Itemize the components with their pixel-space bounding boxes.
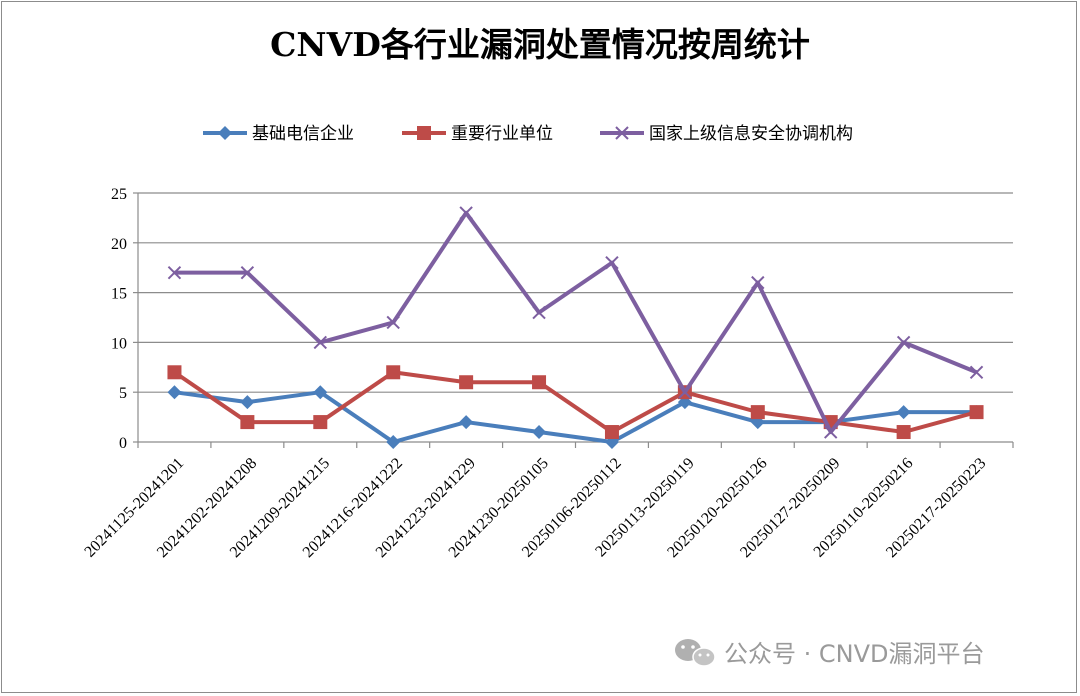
watermark: 公众号 · CNVD漏洞平台 [675, 639, 985, 668]
grid [133, 192, 1014, 448]
data-point-3-1 [167, 265, 182, 280]
legend-item-3: 国家上级信息安全协调机构 [600, 124, 853, 144]
legend-label: 重要行业单位 [451, 124, 553, 144]
data-point-3-7 [605, 256, 619, 270]
series-layer [167, 206, 984, 449]
x-axis: 20241125-2024120120241202-20241208202412… [81, 455, 989, 561]
data-point-3-8 [678, 385, 692, 399]
y-tick-label: 0 [119, 435, 127, 452]
data-point-2-7 [604, 425, 619, 440]
wechat-icon [675, 639, 716, 667]
data-point-3-10 [824, 425, 838, 439]
data-point-2-2 [240, 415, 255, 430]
legend-item-1: 基础电信企业 [203, 124, 354, 144]
series-line-3 [174, 210, 978, 435]
y-axis: 0 5 10 15 20 25 [111, 186, 127, 452]
data-point-2-12 [969, 405, 984, 420]
data-point-2-1 [167, 365, 182, 380]
series-line-1 [174, 390, 977, 444]
legend-item-2: 重要行业单位 [402, 124, 553, 144]
watermark-text: 公众号 · CNVD漏洞平台 [724, 640, 985, 668]
chart-title: CNVD各行业漏洞处置情况按周统计 [270, 25, 810, 64]
legend-label: 国家上级信息安全协调机构 [649, 124, 853, 144]
data-point-3-3 [313, 335, 327, 350]
data-point-2-11 [896, 425, 911, 440]
data-point-3-4 [386, 315, 400, 330]
data-point-1-1 [167, 385, 182, 400]
data-point-1-11 [896, 405, 911, 420]
data-point-1-4 [386, 435, 401, 449]
y-tick-label: 15 [111, 286, 127, 303]
legend-label: 基础电信企业 [252, 124, 354, 144]
data-point-2-5 [459, 375, 474, 390]
y-tick-label: 20 [111, 236, 127, 253]
data-point-3-6 [532, 305, 546, 320]
data-point-1-6 [532, 425, 547, 440]
series-3 [167, 206, 984, 439]
data-point-2-9 [750, 405, 765, 420]
y-tick-label: 10 [111, 335, 127, 352]
y-tick-label: 5 [119, 385, 127, 402]
data-point-3-9 [751, 275, 765, 290]
data-point-3-5 [459, 206, 473, 220]
y-tick-label: 25 [111, 186, 127, 203]
series-line-2 [173, 370, 978, 435]
legend: 基础电信企业 重要行业单位 国家上级信息安全协调机构 [203, 124, 853, 144]
data-point-legend-2 [417, 126, 431, 140]
data-point-3-12 [969, 365, 984, 379]
data-point-2-4 [386, 365, 401, 380]
data-point-legend-3 [615, 126, 629, 140]
data-point-2-6 [532, 375, 547, 390]
data-point-3-2 [240, 265, 255, 280]
data-point-legend-1 [218, 126, 232, 140]
data-point-3-11 [896, 335, 911, 350]
series-2 [167, 365, 984, 440]
data-point-1-5 [459, 415, 474, 430]
data-point-2-3 [313, 415, 328, 430]
data-point-1-3 [313, 385, 328, 400]
data-point-1-2 [240, 395, 255, 410]
